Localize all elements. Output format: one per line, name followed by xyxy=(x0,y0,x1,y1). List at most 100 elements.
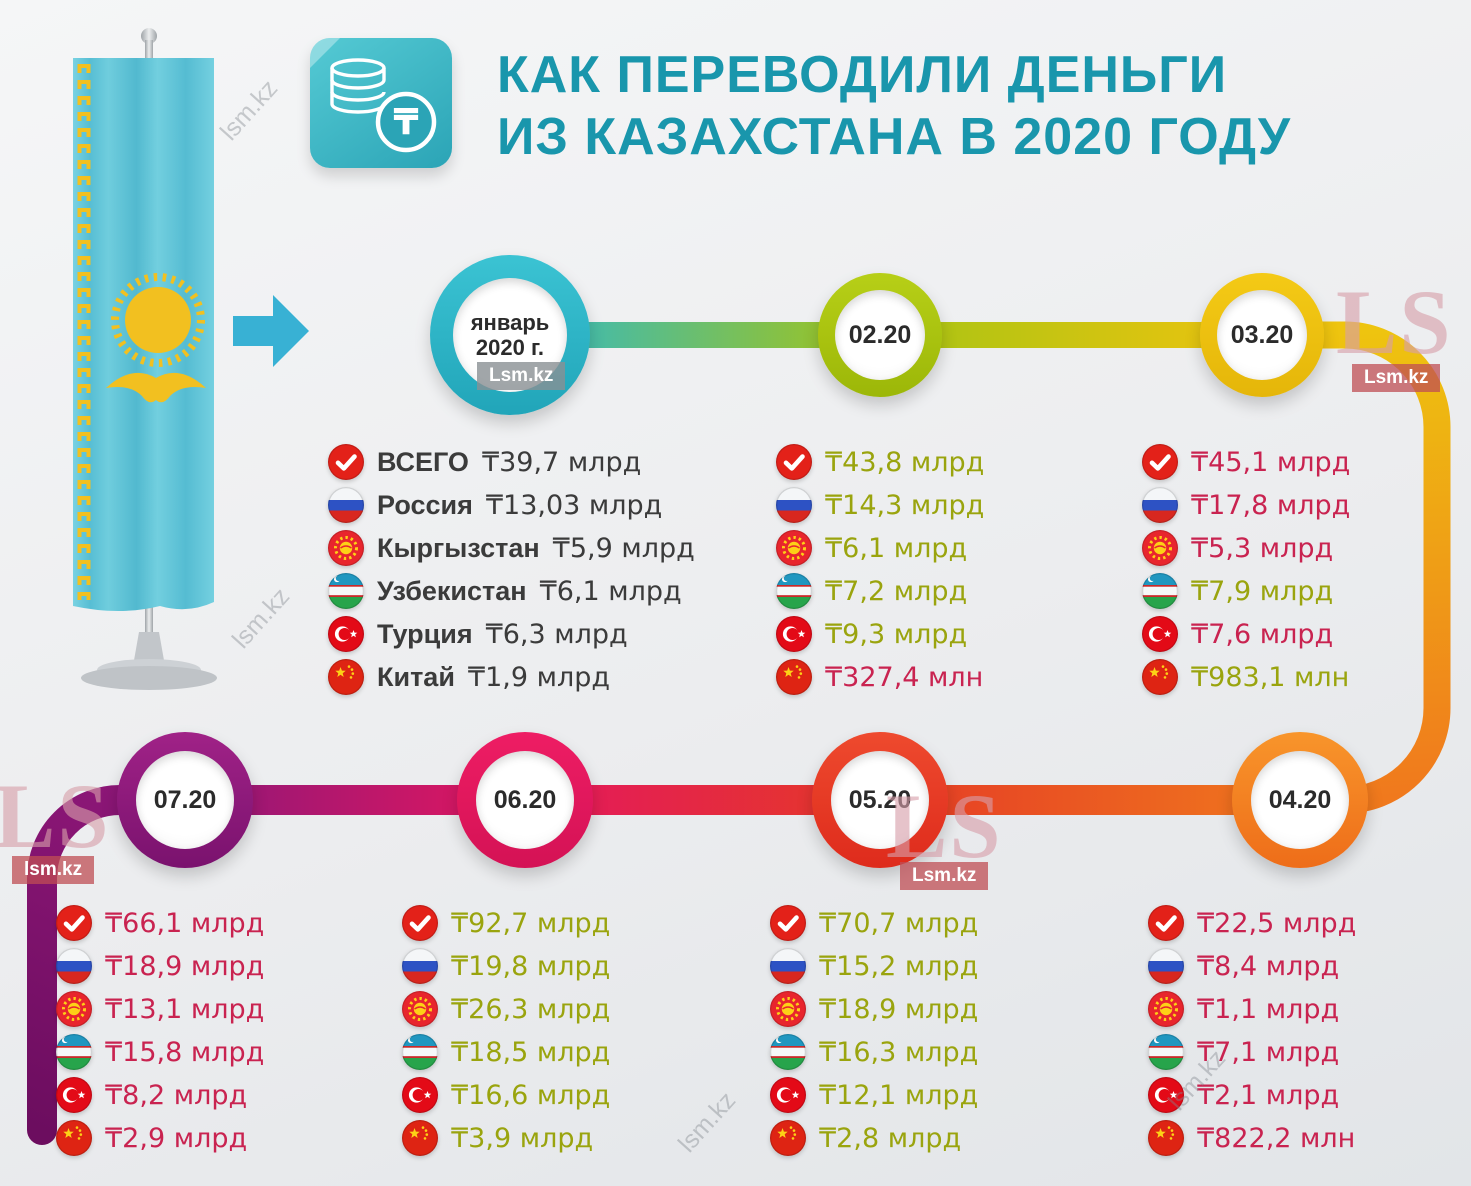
transfer-row: ₸1,1 млрд xyxy=(1148,991,1356,1027)
transfer-row: Россия ₸13,03 млрд xyxy=(328,487,695,523)
transfer-row: ВСЕГО ₸39,7 млрд xyxy=(328,444,695,480)
country-name: ВСЕГО xyxy=(377,446,469,477)
transfer-amount: ₸327,4 млн xyxy=(825,661,984,693)
transfer-amount: ₸13,1 млрд xyxy=(105,993,265,1025)
kyrgyzstan-flag-icon xyxy=(1148,991,1184,1027)
flag-stand xyxy=(81,666,217,690)
kyrgyzstan-flag-icon xyxy=(56,991,92,1027)
uzbekistan-flag-icon xyxy=(56,1034,92,1070)
transfer-amount: ₸13,03 млрд xyxy=(485,489,663,521)
lsm-watermark-badge: Lsm.kz xyxy=(900,862,989,890)
data-column-07-20: ₸66,1 млрд ₸18,9 млрд ₸13,1 млрд ₸15,8 млрд… xyxy=(56,905,264,1156)
china-flag-icon xyxy=(1148,1120,1184,1156)
kyrgyzstan-flag-icon xyxy=(1142,530,1178,566)
transfer-amount: ₸7,6 млрд xyxy=(1191,618,1334,650)
transfer-row: ₸15,2 млрд xyxy=(770,948,978,984)
transfer-amount: ₸1,1 млрд xyxy=(1197,993,1340,1025)
transfer-row: ₸22,5 млрд xyxy=(1148,905,1356,941)
timeline-node-inner: 06.20 xyxy=(476,751,574,849)
transfer-row: ₸12,1 млрд xyxy=(770,1077,978,1113)
flag-sun-rays xyxy=(111,273,205,367)
check-icon xyxy=(770,905,806,941)
data-column-03-20: ₸45,1 млрд ₸17,8 млрд ₸5,3 млрд ₸7,9 млрд ₸7… xyxy=(1142,444,1350,695)
tenge-symbol: ₸ xyxy=(393,102,418,143)
transfer-row: ₸16,3 млрд xyxy=(770,1034,978,1070)
transfer-amount: ₸22,5 млрд xyxy=(1197,907,1357,939)
transfer-amount: ₸14,3 млрд xyxy=(825,489,985,521)
timeline-node-06-20: 06.20 xyxy=(457,732,593,868)
check-icon xyxy=(1148,905,1184,941)
timeline-node-label: 03.20 xyxy=(1230,320,1294,349)
timeline-node-05-20: 05.20 xyxy=(812,732,948,868)
transfer-amount: ₸5,9 млрд xyxy=(552,532,695,564)
kyrgyzstan-flag-icon xyxy=(328,530,364,566)
transfer-row: ₸13,1 млрд xyxy=(56,991,264,1027)
lsm-watermark-badge: Lsm.kz xyxy=(1352,364,1441,392)
uzbekistan-flag-icon xyxy=(770,1034,806,1070)
kyrgyzstan-flag-icon xyxy=(402,991,438,1027)
timeline-node-inner: 02.20 xyxy=(835,290,925,380)
transfer-row: ₸43,8 млрд xyxy=(776,444,984,480)
lsm-watermark: LS xyxy=(1336,271,1453,373)
uzbekistan-flag-icon xyxy=(1142,573,1178,609)
transfer-amount: ₸822,2 млн xyxy=(1197,1122,1356,1154)
timeline-node-label: 02.20 xyxy=(848,320,912,349)
timeline-node-07-20: 07.20 xyxy=(117,732,253,868)
transfer-row: ₸5,3 млрд xyxy=(1142,530,1350,566)
data-column-04-20: ₸22,5 млрд ₸8,4 млрд ₸1,1 млрд ₸7,1 млрд ₸2,… xyxy=(1148,905,1356,1156)
turkey-flag-icon xyxy=(1148,1077,1184,1113)
transfer-row: ₸15,8 млрд xyxy=(56,1034,264,1070)
check-icon xyxy=(56,905,92,941)
china-flag-icon xyxy=(776,659,812,695)
country-name: Узбекистан xyxy=(377,575,527,606)
transfer-row: Узбекистан ₸6,1 млрд xyxy=(328,573,695,609)
transfer-amount: ₸92,7 млрд xyxy=(451,907,611,939)
turkey-flag-icon xyxy=(56,1077,92,1113)
transfer-amount: ₸18,5 млрд xyxy=(451,1036,611,1068)
timeline-node-label: 04.20 xyxy=(1268,785,1332,814)
transfer-row: ₸2,9 млрд xyxy=(56,1120,264,1156)
lsm-watermark: LS xyxy=(0,765,111,867)
transfer-amount: ₸2,8 млрд xyxy=(819,1122,962,1154)
timeline-node-label: 06.20 xyxy=(493,785,557,814)
transfer-row: ₸92,7 млрд xyxy=(402,905,610,941)
transfer-row: ₸7,2 млрд xyxy=(776,573,984,609)
transfer-row: ₸66,1 млрд xyxy=(56,905,264,941)
timeline-node-label: 05.20 xyxy=(848,785,912,814)
transfer-amount: ₸43,8 млрд xyxy=(825,446,985,478)
transfer-amount: ₸16,3 млрд xyxy=(819,1036,979,1068)
russia-flag-icon xyxy=(1148,948,1184,984)
kyrgyzstan-flag-icon xyxy=(776,530,812,566)
transfer-amount: ₸983,1 млн xyxy=(1191,661,1350,693)
transfer-amount: ₸15,8 млрд xyxy=(105,1036,265,1068)
transfer-row: ₸7,9 млрд xyxy=(1142,573,1350,609)
transfer-row: Кыргызстан ₸5,9 млрд xyxy=(328,530,695,566)
transfer-row: Китай ₸1,9 млрд xyxy=(328,659,695,695)
transfer-amount: ₸18,9 млрд xyxy=(819,993,979,1025)
china-flag-icon xyxy=(770,1120,806,1156)
china-flag-icon xyxy=(1142,659,1178,695)
transfer-row: ₸19,8 млрд xyxy=(402,948,610,984)
check-icon xyxy=(1142,444,1178,480)
transfer-amount: ₸39,7 млрд xyxy=(481,446,642,478)
timeline-node-inner: 07.20 xyxy=(136,751,234,849)
russia-flag-icon xyxy=(56,948,92,984)
kazakhstan-flag xyxy=(18,20,278,720)
transfer-amount: ₸1,9 млрд xyxy=(467,661,611,693)
transfer-row: ₸327,4 млн xyxy=(776,659,984,695)
china-flag-icon xyxy=(56,1120,92,1156)
transfer-row: ₸6,1 млрд xyxy=(776,530,984,566)
transfer-row: ₸14,3 млрд xyxy=(776,487,984,523)
lsm-watermark: LS xyxy=(886,775,1003,877)
transfer-row: ₸2,1 млрд xyxy=(1148,1077,1356,1113)
transfer-amount: ₸7,9 млрд xyxy=(1191,575,1334,607)
turkey-flag-icon xyxy=(776,616,812,652)
transfer-row: ₸8,4 млрд xyxy=(1148,948,1356,984)
transfer-amount: ₸8,2 млрд xyxy=(105,1079,248,1111)
transfer-row: ₸2,8 млрд xyxy=(770,1120,978,1156)
check-icon xyxy=(402,905,438,941)
transfer-row: ₸16,6 млрд xyxy=(402,1077,610,1113)
transfer-amount: ₸70,7 млрд xyxy=(819,907,979,939)
money-transfer-icon: ₸ xyxy=(310,38,452,168)
